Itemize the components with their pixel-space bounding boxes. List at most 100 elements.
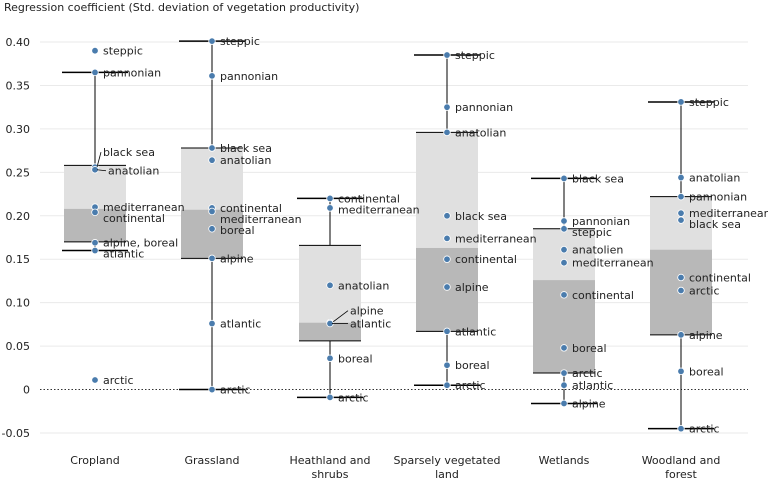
data-point <box>560 344 568 352</box>
point-label: arctic <box>220 384 251 397</box>
data-point <box>443 283 451 291</box>
data-point <box>677 98 685 106</box>
point-label: boreal <box>338 352 373 365</box>
box-lower-quartile <box>181 209 243 259</box>
point-label: steppic <box>689 96 729 109</box>
y-tick-label: 0.20 <box>6 210 31 223</box>
point-label: anatolian <box>220 154 271 167</box>
point-label: atlantic <box>103 248 144 261</box>
data-point <box>326 393 334 402</box>
point-label: mediterranean <box>338 203 420 216</box>
data-point <box>677 173 685 182</box>
data-point <box>91 246 99 255</box>
point-label: continental <box>455 253 517 266</box>
point-label: anatolien <box>572 244 623 257</box>
point-label: continental <box>572 289 634 302</box>
box-upper-quartile <box>533 228 595 281</box>
box-layer <box>62 40 714 430</box>
point-label: pannonian <box>455 101 513 114</box>
data-point <box>677 424 685 433</box>
point-label: atlantic <box>455 325 496 338</box>
point-label: anatolian <box>338 279 389 292</box>
point-label: arctic <box>572 367 603 380</box>
data-point <box>443 234 451 243</box>
point-label: black sea <box>220 142 272 155</box>
point-label: arctic <box>689 423 720 436</box>
data-point <box>326 204 334 212</box>
data-point <box>208 72 216 80</box>
point-label: boreal <box>689 365 724 378</box>
point-label: mediterranean <box>220 213 302 226</box>
point-label: boreal <box>220 224 255 237</box>
point-label: atlantic <box>220 318 261 331</box>
point-label: steppic <box>220 35 260 48</box>
data-point <box>208 37 216 45</box>
y-tick-label: 0 <box>23 384 30 397</box>
data-point <box>208 254 216 263</box>
point-label: continental <box>220 202 282 215</box>
point-label: anatolian <box>108 165 159 178</box>
data-point <box>443 212 451 220</box>
point-label: boreal <box>455 359 490 372</box>
data-point <box>326 354 334 362</box>
data-point <box>208 144 216 152</box>
data-point <box>443 51 451 59</box>
data-point <box>560 399 568 408</box>
data-point <box>677 192 685 201</box>
data-point <box>560 369 568 377</box>
data-point <box>91 208 99 217</box>
category-label: Grassland <box>185 454 240 467</box>
point-label: pannonian <box>220 70 278 83</box>
data-point <box>560 245 568 254</box>
category-label: shrubs <box>312 468 349 479</box>
y-axis-title: Regression coefficient (Std. deviation o… <box>4 1 359 14</box>
category-label: Sparsely vegetated <box>394 454 501 467</box>
point-label: arctic <box>689 285 720 298</box>
point-label: continental <box>103 212 165 225</box>
point-label: anatolian <box>689 172 740 185</box>
data-point <box>326 281 334 289</box>
point-label: black sea <box>455 210 507 223</box>
data-point <box>677 216 685 224</box>
data-point <box>208 225 216 233</box>
data-point <box>91 376 99 384</box>
y-tick-label: 0.10 <box>6 297 31 310</box>
data-point <box>443 361 451 369</box>
box-upper-quartile <box>416 132 478 248</box>
point-label: atlantic <box>572 379 613 392</box>
data-point <box>443 255 451 263</box>
data-point <box>208 319 216 328</box>
data-point <box>443 327 451 336</box>
point-label: pannonian <box>103 66 161 79</box>
point-label: pannonian <box>572 215 630 228</box>
point-label: mediterranean <box>455 232 537 245</box>
data-point <box>208 156 216 164</box>
point-label: atlantic <box>350 318 391 331</box>
data-point <box>208 207 216 216</box>
point-label: pannonian <box>689 191 747 204</box>
point-label: mediterranean <box>572 257 654 270</box>
point-label: anatolian <box>455 126 506 139</box>
category-label: Heathland and <box>289 454 370 467</box>
data-point <box>326 194 334 203</box>
point-label: arctic <box>455 379 486 392</box>
y-tick-label: -0.05 <box>2 427 30 440</box>
point-label: mediterranean <box>689 207 768 220</box>
leader-line <box>96 169 107 172</box>
point-label: continental <box>338 192 400 205</box>
point-label: steppic <box>103 45 143 58</box>
y-tick-label: 0.30 <box>6 123 31 136</box>
data-point <box>443 103 451 111</box>
category-label: land <box>435 468 459 479</box>
point-label: alpine <box>689 329 723 342</box>
y-tick-label: 0.05 <box>6 340 31 353</box>
point-label: black sea <box>103 146 155 159</box>
y-tick-label: 0.35 <box>6 79 31 92</box>
box-lower-quartile <box>299 322 361 341</box>
data-point <box>560 258 568 267</box>
point-label: black sea <box>689 218 741 231</box>
data-point <box>677 273 685 282</box>
axis-layer: Regression coefficient (Std. deviation o… <box>2 1 721 479</box>
data-point <box>91 46 99 55</box>
